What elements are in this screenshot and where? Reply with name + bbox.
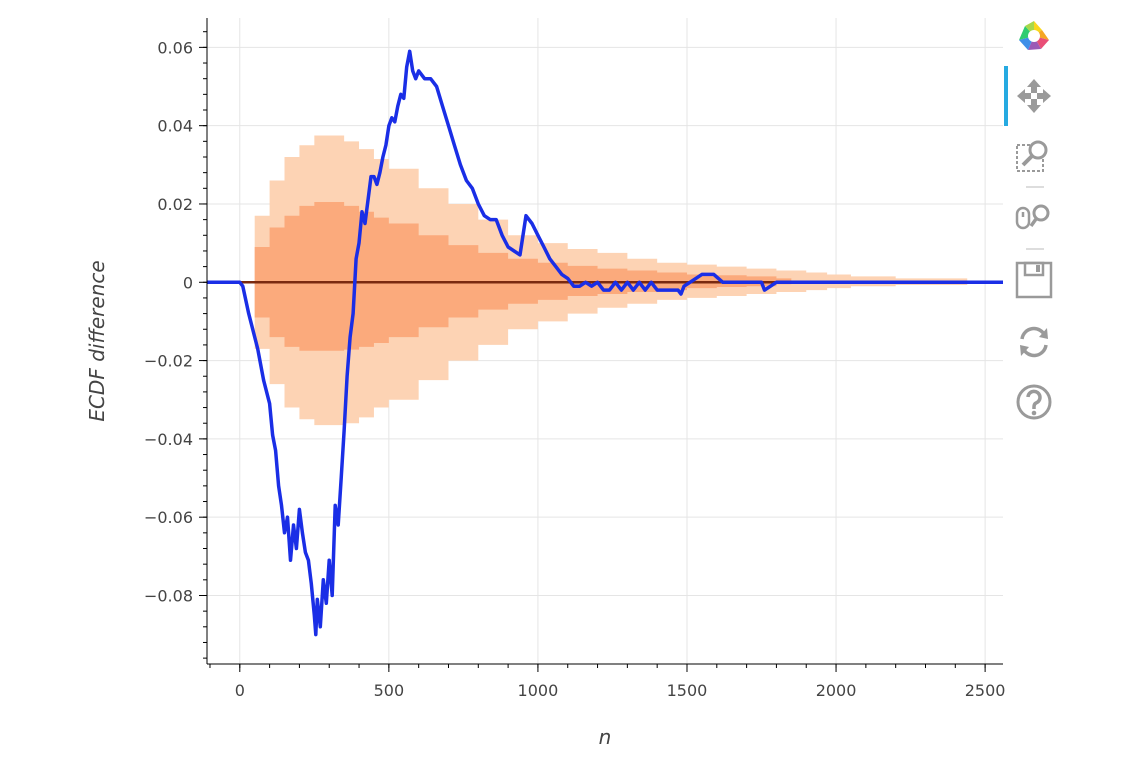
pan-icon[interactable] (1012, 74, 1056, 118)
confidence-bands (239, 135, 968, 426)
ecdf-series (207, 49, 1003, 637)
toolbar (1004, 14, 1068, 434)
wheel-zoom-icon[interactable] (1012, 196, 1056, 240)
inner-band (239, 202, 792, 351)
y-tick-label: 0 (183, 273, 193, 292)
x-tick-label: 2500 (965, 681, 1006, 700)
y-tick-label: 0.04 (157, 117, 193, 136)
reset-icon[interactable] (1012, 320, 1056, 364)
y-tick-label: 0.02 (157, 195, 193, 214)
axes: −0.08 −0.06 −0.04 −0.02 0 0.02 0.04 0.06 0 500 100… (144, 18, 1006, 700)
help-icon[interactable] (1012, 380, 1056, 424)
x-axis-label: n (599, 725, 612, 749)
toolbar-separator (1026, 248, 1044, 250)
bokeh-logo-icon[interactable] (1012, 14, 1056, 58)
y-tick-label: −0.02 (144, 352, 193, 371)
y-axis-label: ECDF difference (85, 260, 109, 421)
y-tick-label: −0.08 (144, 586, 193, 605)
x-tick-label: 1500 (667, 681, 708, 700)
active-tool-indicator (1004, 66, 1008, 126)
toolbar-separator (1026, 186, 1044, 188)
box-zoom-icon[interactable] (1012, 134, 1056, 178)
save-icon[interactable] (1012, 258, 1056, 302)
x-tick-label: 1000 (518, 681, 559, 700)
y-tick-label: −0.06 (144, 508, 193, 527)
y-tick-label: 0.06 (157, 38, 193, 57)
x-tick-label: 2000 (816, 681, 857, 700)
ecdf-difference-line (207, 49, 1003, 637)
x-tick-label: 0 (235, 681, 245, 700)
x-tick-label: 500 (374, 681, 405, 700)
y-tick-label: −0.04 (144, 430, 193, 449)
